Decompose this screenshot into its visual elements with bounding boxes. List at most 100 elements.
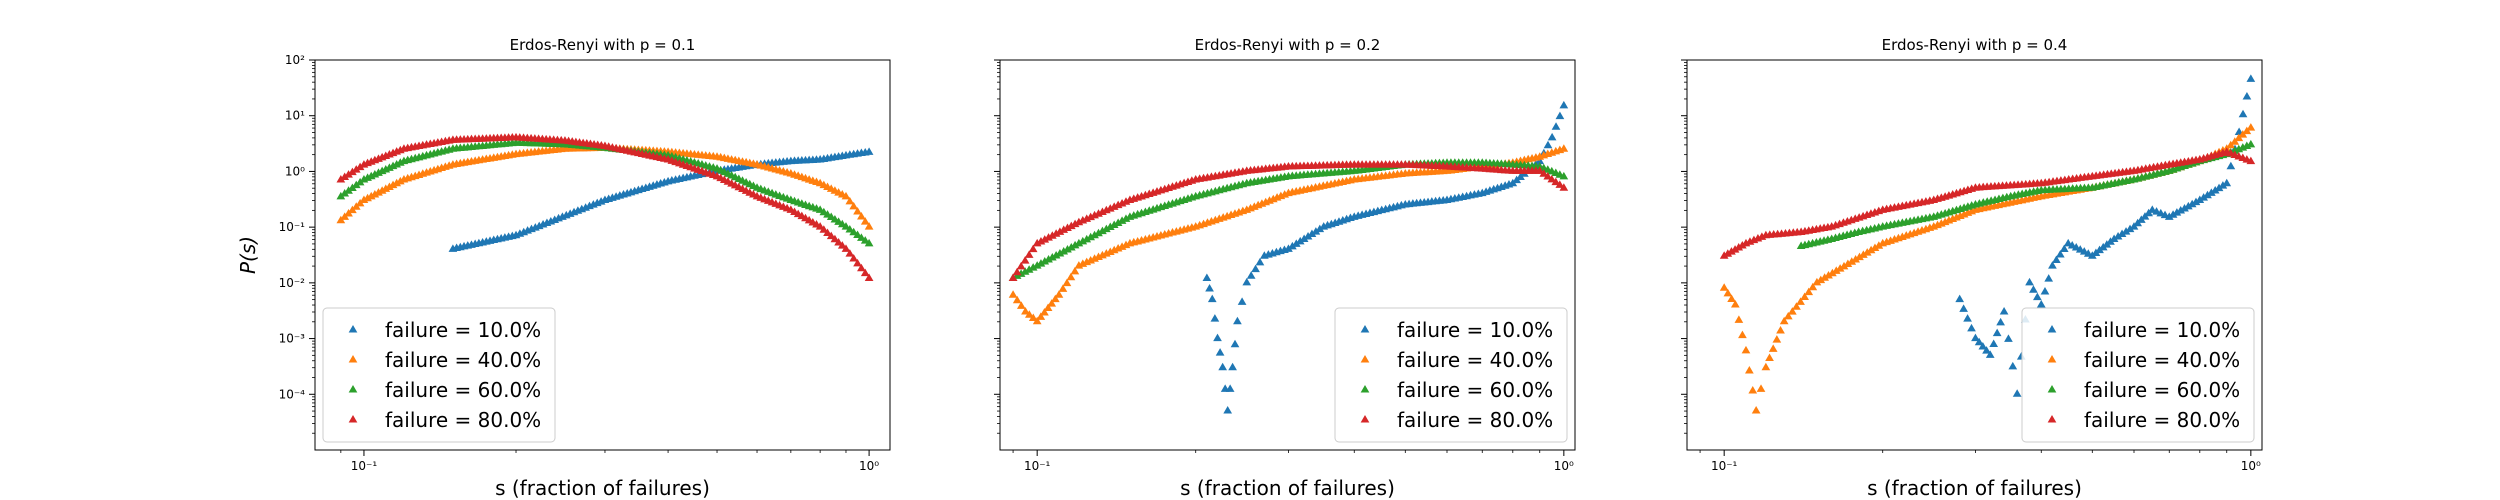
data-point (1989, 339, 1999, 348)
series-4 (1008, 160, 1569, 281)
data-point (860, 217, 870, 225)
legend-marker (348, 355, 358, 363)
legend-box (322, 307, 556, 443)
data-point (1756, 384, 1766, 392)
legend-marker (2047, 385, 2057, 393)
data-point (1210, 314, 1220, 322)
data-point (1738, 330, 1747, 339)
data-point (1040, 257, 1050, 265)
data-point (2206, 188, 2216, 196)
data-point (1804, 287, 1814, 296)
data-point (1772, 335, 1782, 343)
data-point (864, 147, 874, 155)
legend-label: failure = 60.0% (1397, 378, 1553, 402)
y-tick-label: 10² (285, 53, 305, 67)
data-point (1008, 273, 1018, 281)
data-point (1225, 384, 1235, 392)
data-point (1246, 271, 1256, 279)
data-point (864, 238, 874, 247)
legend-label: failure = 40.0% (2084, 348, 2240, 372)
data-point (2226, 161, 2236, 170)
data-point (1105, 222, 1115, 231)
data-point (1727, 247, 1736, 255)
data-point (2246, 123, 2256, 131)
data-point (2048, 261, 2057, 269)
legend-box (2021, 307, 2255, 443)
data-point (1028, 244, 1038, 253)
data-point (348, 167, 357, 176)
data-point (1094, 228, 1103, 237)
x-axis-label: s (fraction of failures) (1867, 476, 2082, 500)
data-point (1213, 333, 1222, 342)
data-point (344, 186, 353, 194)
legend-box (1334, 307, 1568, 443)
legend-marker (1360, 415, 1370, 423)
data-point (1058, 284, 1068, 292)
data-point (1090, 230, 1099, 239)
data-point (837, 241, 847, 249)
data-point (1299, 234, 1309, 242)
data-point (2109, 234, 2119, 243)
data-point (2044, 274, 2054, 282)
data-point (2242, 92, 2252, 100)
plot-area (336, 132, 874, 281)
y-tick-label: 10¹ (285, 109, 305, 123)
x-axis-label: s (fraction of failures) (1180, 476, 1395, 500)
data-point (1559, 171, 1569, 180)
data-point (1055, 248, 1065, 257)
data-point (2214, 183, 2224, 192)
data-point (1723, 249, 1733, 257)
data-point (1284, 244, 1293, 252)
data-point (1315, 224, 1325, 233)
data-point (1032, 316, 1042, 325)
data-point (1021, 306, 1030, 315)
data-point (2125, 224, 2135, 233)
data-point (340, 189, 350, 197)
data-point (853, 230, 862, 239)
data-point (2183, 201, 2193, 210)
data-point (1796, 297, 1805, 305)
data-point (1855, 252, 1864, 261)
data-point (1218, 362, 1228, 371)
data-point (351, 165, 361, 173)
data-point (1024, 265, 1034, 273)
y-tick-label: 10⁻³ (279, 332, 306, 346)
data-point (2199, 193, 2208, 201)
data-point (1233, 316, 1242, 325)
data-point (1835, 264, 1845, 272)
data-point (1055, 227, 1065, 235)
legend-marker (1360, 325, 1370, 333)
subplot-2: Erdos-Renyi with p = 0.2 s (fraction of f… (994, 36, 1576, 500)
data-point (1078, 236, 1088, 245)
data-point (1734, 315, 1744, 323)
series-3 (336, 138, 874, 247)
data-point (1044, 255, 1053, 263)
chart-title: Erdos-Renyi with p = 0.2 (1195, 36, 1381, 54)
plot-area (1008, 100, 1569, 414)
data-point (1043, 303, 1053, 312)
data-point (1741, 345, 1751, 354)
data-point (1215, 348, 1225, 356)
data-point (1032, 238, 1042, 247)
data-point (1768, 344, 1778, 352)
axes-frame (314, 59, 891, 451)
data-point (2187, 199, 2197, 208)
data-point (1291, 239, 1301, 247)
series-4 (1719, 147, 2256, 259)
data-point (830, 234, 840, 243)
data-point (1066, 272, 1076, 281)
data-point (1559, 144, 1569, 152)
data-point (1559, 183, 1569, 191)
legend-label: failure = 40.0% (385, 348, 541, 372)
data-point (1295, 236, 1305, 245)
data-point (1109, 220, 1119, 229)
data-point (1820, 273, 1830, 281)
data-point (1816, 275, 1826, 284)
data-point (849, 227, 859, 236)
data-point (1102, 224, 1111, 233)
data-point (1020, 267, 1030, 275)
data-point (1066, 242, 1076, 251)
data-point (1059, 225, 1069, 233)
data-point (1032, 261, 1042, 269)
data-point (1812, 277, 1822, 286)
